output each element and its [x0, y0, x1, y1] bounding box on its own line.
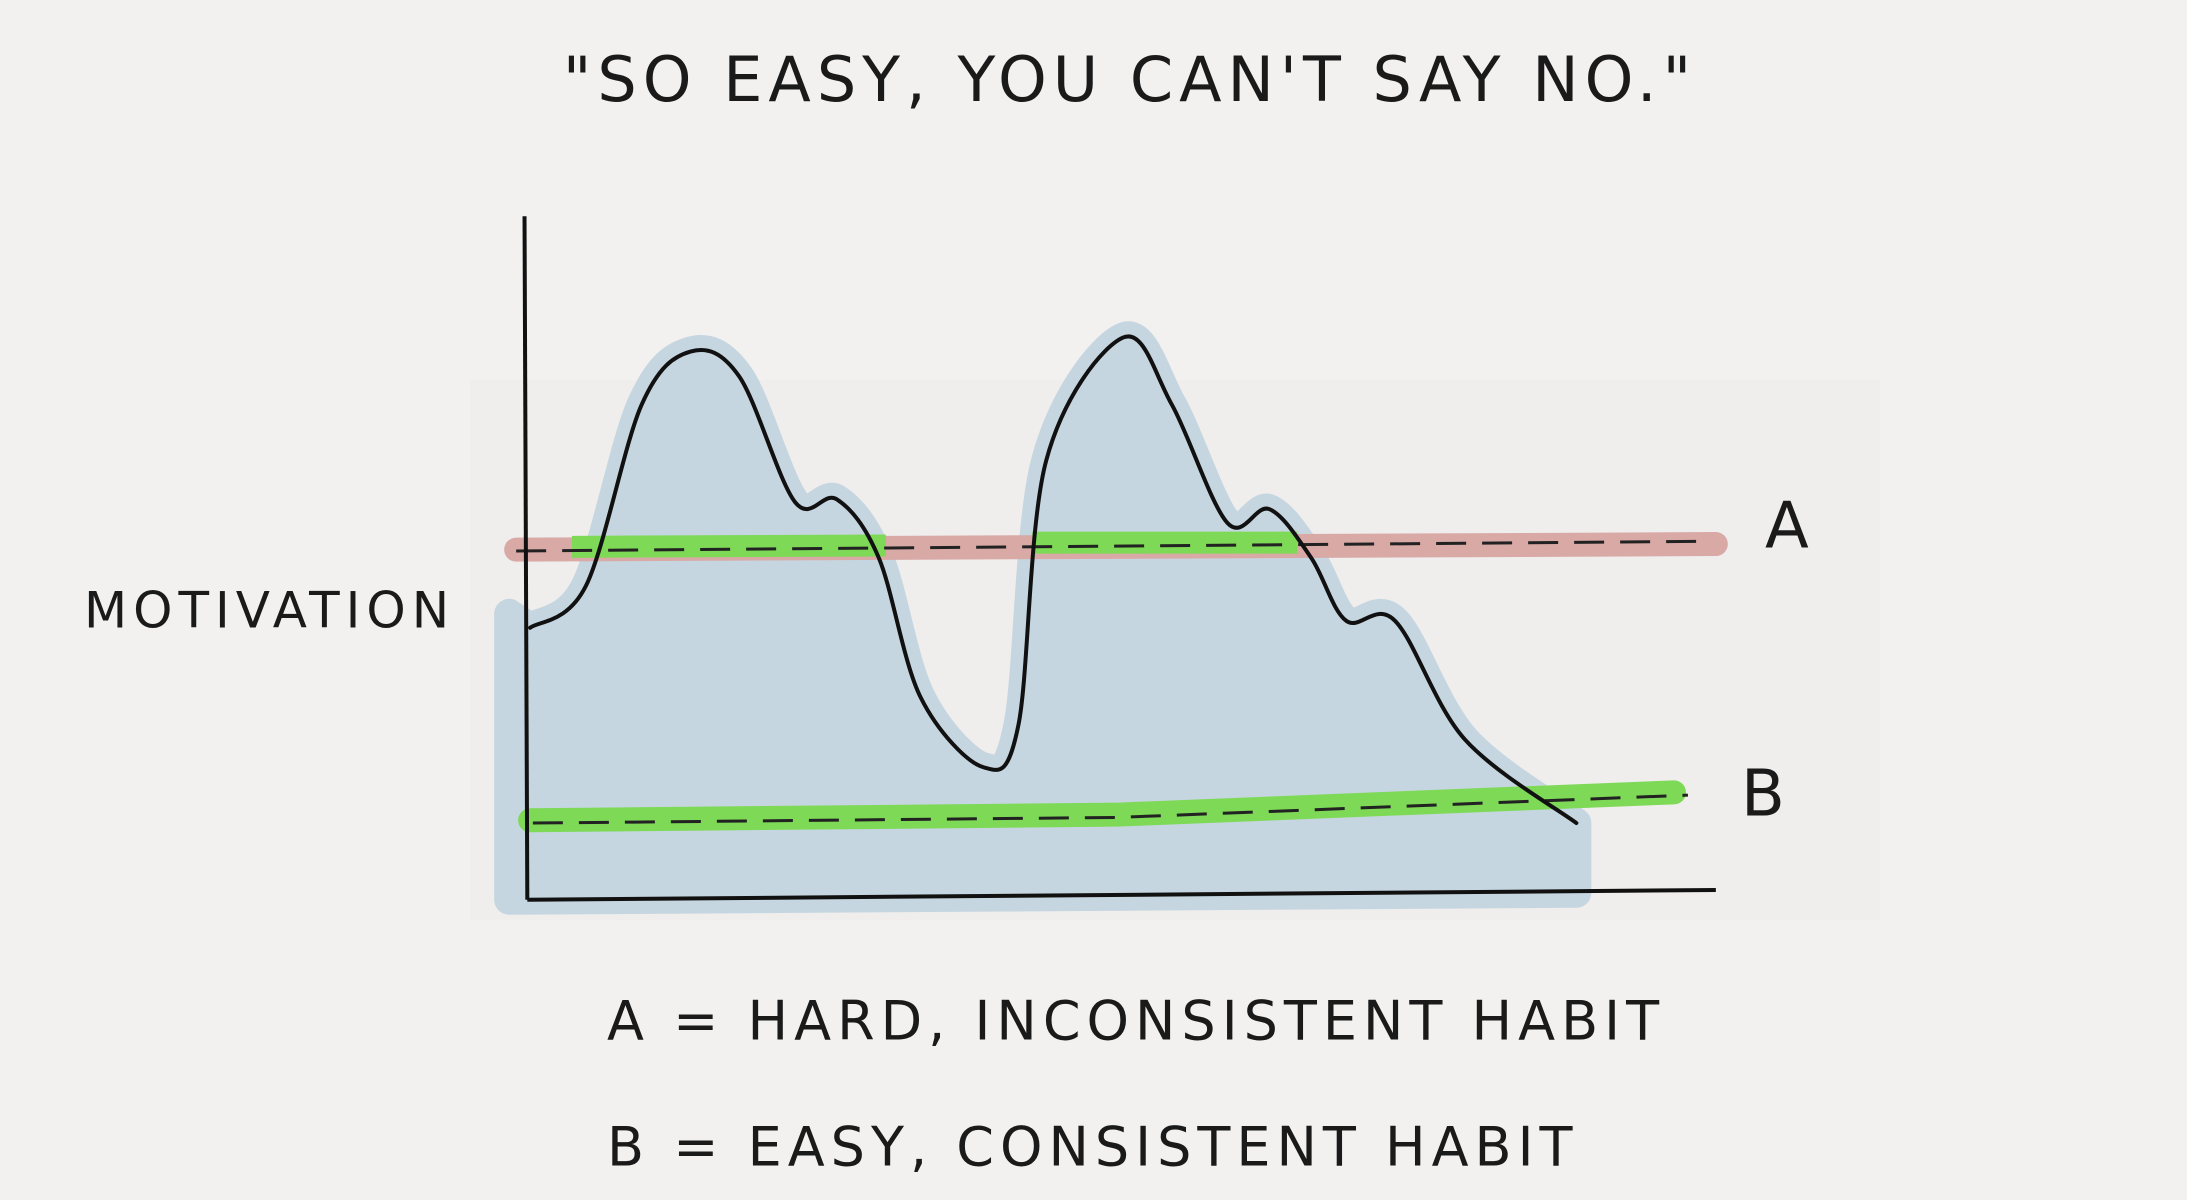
band-b — [518, 780, 1686, 833]
x-axis — [527, 888, 1716, 902]
dashed-line — [516, 539, 1709, 553]
sketch — [494, 216, 1728, 915]
axis-label: MOTIVATION — [84, 582, 455, 640]
line-label: A — [1765, 490, 1815, 564]
dashed-line — [532, 793, 1689, 825]
legend-entry: B = EASY, CONSISTENT HABIT — [607, 1116, 1579, 1179]
legend-entry: A = HARD, INCONSISTENT HABIT — [607, 990, 1665, 1053]
title: "SO EASY, YOU CAN'T SAY NO." — [563, 43, 1697, 116]
y-axis — [522, 216, 530, 900]
band-a-green — [571, 534, 886, 558]
line-label: B — [1741, 758, 1791, 832]
motivation-curve — [528, 334, 1579, 826]
